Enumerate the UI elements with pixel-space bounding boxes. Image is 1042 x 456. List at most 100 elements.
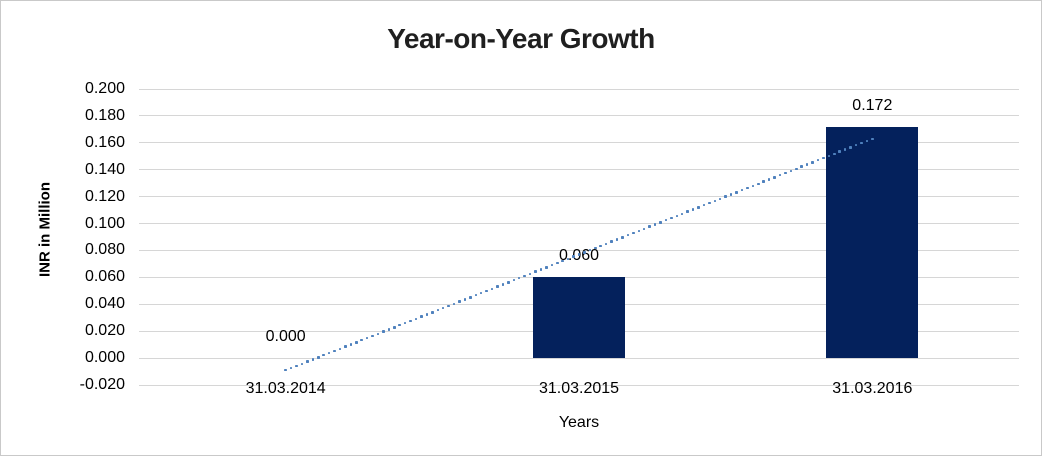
trendline-dot (382, 330, 385, 333)
trendline-dot (566, 257, 570, 261)
gridline (139, 357, 1019, 359)
trendline-dot (784, 171, 787, 175)
trendline-dot (300, 362, 304, 366)
trendline-dot (713, 199, 717, 203)
trendline-dot (490, 287, 494, 291)
trendline-dot (833, 152, 836, 156)
trendline-dot (284, 368, 287, 372)
trendline-dot (479, 291, 483, 295)
trendline-dot (854, 143, 858, 147)
trendline-dot (365, 336, 369, 340)
trendline-dot (338, 347, 342, 351)
trendline-dot (539, 268, 543, 271)
trendline-dot (512, 278, 516, 282)
trendline-dot (751, 184, 755, 188)
trendline-dot (740, 188, 744, 192)
x-category-label: 31.03.2014 (245, 380, 326, 397)
trendline-dot (458, 300, 461, 303)
trendline-dot (588, 248, 592, 252)
trendline-dot (670, 216, 673, 220)
trendline-dot (811, 161, 814, 164)
bar-data-label: 0.000 (265, 328, 306, 346)
trendline-dot (708, 201, 711, 205)
trendline-dot (355, 341, 358, 344)
trendline-dot (610, 240, 613, 243)
chart-title: Year-on-Year Growth (387, 23, 655, 54)
bar (826, 126, 919, 359)
trendline-dot (865, 139, 869, 143)
trendline-dot (648, 225, 651, 228)
trendline-dot (871, 137, 874, 141)
trendline-dot (317, 356, 320, 359)
trendline-dot (436, 308, 439, 312)
trendline-dot (735, 191, 738, 194)
y-tick-label: -0.020 (79, 376, 125, 393)
trendline-dot (572, 255, 575, 258)
trendline-dot (463, 298, 467, 301)
y-tick-label: 0.080 (84, 241, 125, 259)
y-tick-label: 0.200 (84, 80, 125, 97)
trendline-dot (729, 193, 733, 196)
trendline-dot (642, 227, 646, 231)
trendline-dot (414, 317, 418, 321)
trendline-dot (680, 212, 684, 216)
gridline (139, 196, 1019, 198)
gridline (139, 169, 1019, 171)
trendline-dot (691, 208, 695, 211)
x-category-label: 31.03.2015 (538, 380, 620, 397)
trendline-dot (626, 233, 630, 237)
trendline-dot (561, 259, 564, 263)
trendline-dot (778, 173, 782, 177)
trendline-dot (762, 180, 765, 183)
bar-data-label: 0.060 (558, 247, 600, 265)
trendline-dot (501, 283, 505, 286)
trendline-dot (387, 328, 391, 331)
trendline-dot (615, 238, 619, 241)
trendline-dot (528, 272, 532, 276)
trendline-dot (702, 203, 706, 207)
trendline-dot (344, 345, 347, 348)
trendline-dot (773, 176, 776, 179)
y-tick-label: 0.000 (84, 349, 125, 367)
trendline-dot (577, 253, 581, 256)
trendline-dot (632, 231, 635, 235)
trendline-dot (860, 141, 863, 145)
trendline-dot (306, 360, 309, 363)
trendline-dot (757, 182, 760, 186)
trendline-dot (550, 263, 554, 267)
trendline-dot (507, 281, 510, 284)
trendline-dot (376, 332, 380, 336)
y-tick-label: 0.180 (84, 106, 125, 124)
trendline-dot (827, 154, 831, 158)
y-tick-label: 0.100 (84, 214, 125, 232)
trendline-dot (393, 326, 396, 329)
trendline-dot (746, 186, 749, 190)
y-tick-label: 0.020 (84, 322, 125, 340)
trendline-dot (360, 338, 363, 342)
trendline-dot (295, 364, 298, 368)
trendline-dot (637, 229, 640, 233)
trendline-dot (322, 353, 325, 357)
trendline-dot (485, 289, 488, 293)
y-tick-label: 0.140 (84, 160, 125, 178)
y-tick-label: 0.120 (84, 187, 125, 205)
trendline-dot (474, 293, 478, 297)
trendline-dot (441, 306, 445, 310)
trendline-dot (409, 319, 412, 323)
y-tick-label: 0.160 (84, 133, 125, 151)
trendline-dot (843, 148, 847, 151)
trendline-dot (664, 218, 668, 222)
trendline-dot (767, 178, 771, 181)
trendline-dot (447, 304, 450, 308)
trendline-dot (556, 261, 559, 265)
trendline-dot (349, 343, 353, 346)
trendline-dot (469, 296, 472, 299)
trendline-dot (289, 366, 293, 370)
trendline-dot (311, 358, 315, 361)
bar (533, 277, 625, 359)
trendline-dot (686, 210, 689, 213)
x-axis-title: Years (558, 414, 600, 431)
gridline (139, 142, 1019, 144)
trendline-dot (675, 214, 679, 218)
trendline-dot (452, 302, 456, 306)
